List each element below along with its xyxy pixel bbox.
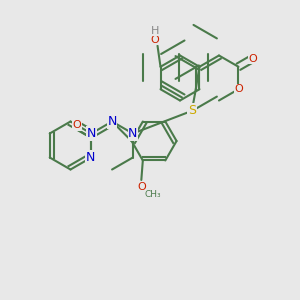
Text: N: N <box>87 127 96 140</box>
Text: O: O <box>248 53 257 64</box>
Text: CH₃: CH₃ <box>145 190 161 199</box>
Text: S: S <box>188 104 196 117</box>
Text: O: O <box>73 120 81 130</box>
Text: N: N <box>128 127 137 140</box>
Text: N: N <box>86 151 95 164</box>
Text: O: O <box>137 182 146 193</box>
Text: O: O <box>151 35 160 45</box>
Text: H: H <box>151 26 159 36</box>
Text: N: N <box>107 115 117 128</box>
Text: O: O <box>234 84 243 94</box>
